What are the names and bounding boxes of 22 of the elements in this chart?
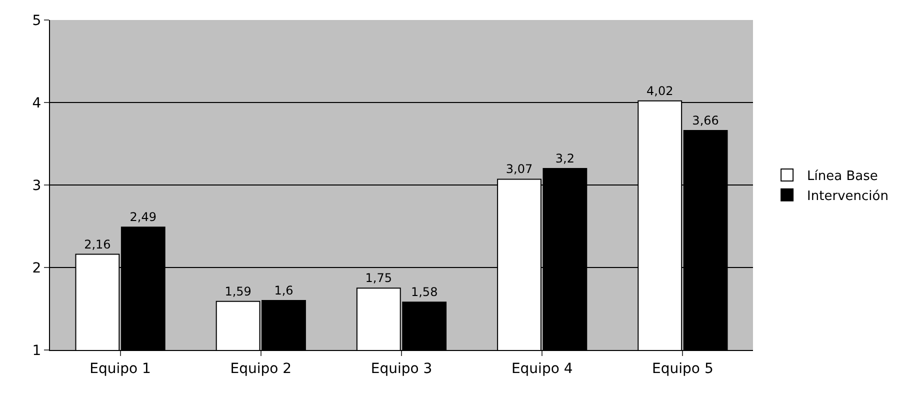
y-tick-label: 2 (32, 260, 42, 276)
data-label: 1,6 (274, 284, 294, 298)
data-label: 1,59 (224, 284, 252, 298)
x-tick-label: Equipo 1 (90, 360, 151, 377)
x-tick-label: Equipo 5 (652, 360, 714, 377)
x-tick-label: Equipo 4 (511, 360, 573, 377)
x-tick-label: Equipo 3 (370, 360, 432, 377)
data-label: 4,02 (646, 84, 674, 98)
y-tick-label: 1 (32, 342, 42, 359)
data-label: 2,49 (130, 210, 157, 224)
legend-label: Intervención (807, 188, 888, 204)
y-tick-label: 5 (32, 12, 42, 29)
data-label: 1,75 (365, 271, 392, 286)
data-label: 3,07 (506, 162, 533, 176)
data-label: 1,58 (410, 285, 438, 300)
y-tick-label: 3 (32, 178, 42, 194)
data-label: 3,66 (692, 114, 719, 128)
data-label: 2,16 (84, 237, 111, 252)
y-tick-label: 4 (32, 95, 42, 112)
data-label: 3,2 (555, 152, 574, 166)
x-tick-label: Equipo 2 (230, 360, 292, 377)
legend-label: Línea Base (807, 169, 878, 184)
